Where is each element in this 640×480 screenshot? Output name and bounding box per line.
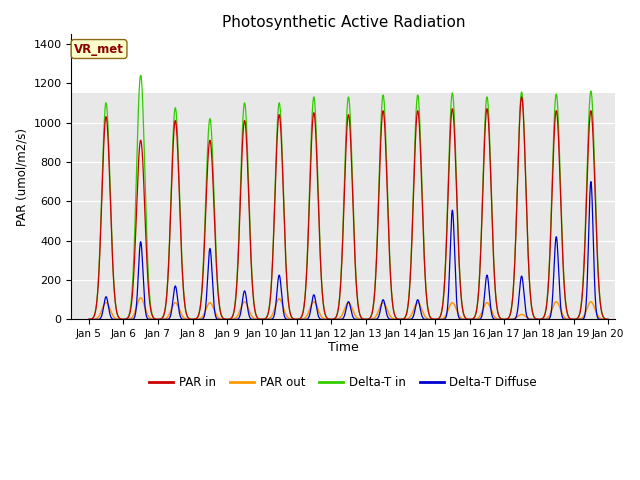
Legend: PAR in, PAR out, Delta-T in, Delta-T Diffuse: PAR in, PAR out, Delta-T in, Delta-T Dif… [145, 371, 542, 394]
Text: VR_met: VR_met [74, 43, 124, 56]
X-axis label: Time: Time [328, 340, 358, 354]
Bar [72, 34, 615, 93]
Title: Photosynthetic Active Radiation: Photosynthetic Active Radiation [221, 15, 465, 30]
Y-axis label: PAR (umol/m2/s): PAR (umol/m2/s) [15, 128, 28, 226]
